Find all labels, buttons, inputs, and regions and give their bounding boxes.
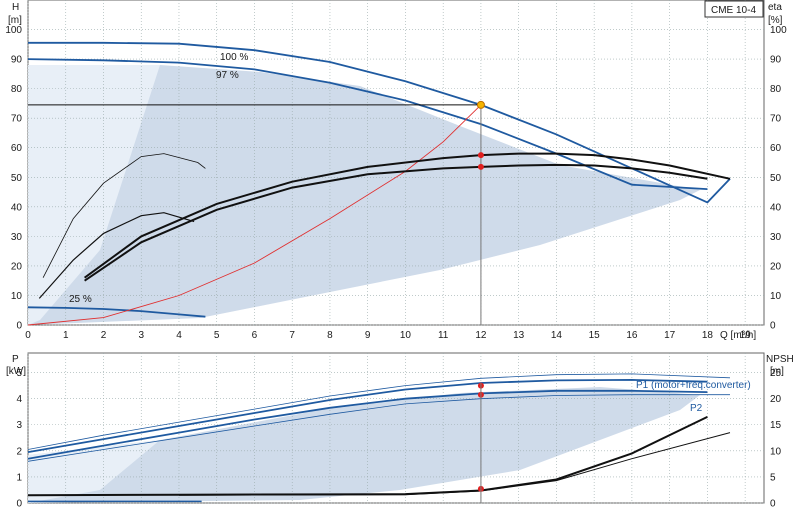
- p-ytick-left: 4: [16, 394, 22, 405]
- q-xtick: 14: [551, 330, 563, 341]
- power-range-area: [28, 387, 700, 503]
- power-series: [27, 373, 731, 503]
- q-xtick: 17: [664, 330, 676, 341]
- eta-ytick-right: 10: [770, 291, 782, 302]
- head-ytick-left: 40: [11, 202, 23, 213]
- legend-p2: P2: [690, 403, 703, 414]
- annotation-97-percent: 97 %: [216, 70, 239, 81]
- npsh-ytick-right: 0: [770, 499, 776, 510]
- q-xtick: 11: [438, 330, 449, 341]
- q-xtick: 16: [626, 330, 638, 341]
- eta-ytick-right: 100: [770, 25, 787, 36]
- operating-range-area: [28, 65, 700, 325]
- npsh-ytick-right: 5: [770, 472, 776, 483]
- annotation-25-percent: 25 %: [69, 294, 92, 305]
- power-grid: 0 1 2 3 4 5 0 5 10 15 20 25: [16, 353, 782, 510]
- p-ytick-left: 5: [16, 368, 22, 379]
- q-xtick: 19: [740, 330, 752, 341]
- npsh-ytick-right: 10: [770, 446, 782, 457]
- p-ytick-left: 2: [16, 446, 22, 457]
- q-xtick: 0: [25, 330, 31, 341]
- h-axis-label: H: [12, 2, 19, 13]
- q-xtick: 13: [513, 330, 525, 341]
- head-series-line-0: [28, 41, 731, 204]
- head-low-speed-line-0: [42, 153, 206, 278]
- h-axis-unit: [m]: [8, 15, 22, 26]
- power-envelope-line-1: [27, 394, 730, 462]
- npsh-ytick-right: 25: [770, 368, 782, 379]
- eta-ytick-right: 50: [770, 173, 782, 184]
- eta-ytick-right: 60: [770, 143, 782, 154]
- title-box-frame: [704, 0, 764, 18]
- eta-ytick-right: 40: [770, 202, 782, 213]
- head-series-line-2: [27, 306, 206, 318]
- eta-ytick-right: 80: [770, 84, 782, 95]
- duty-point-marker: [476, 100, 485, 109]
- head-ytick-left: 100: [5, 25, 22, 36]
- head-ytick-left: 80: [11, 84, 23, 95]
- npsh-thin-line: [178, 432, 731, 496]
- q-xtick: 18: [702, 330, 714, 341]
- head-low-speed-line-1: [38, 212, 195, 299]
- lower-speed-area: [28, 65, 160, 325]
- eta-ytick-right: 70: [770, 114, 782, 125]
- head-ytick-left: 20: [11, 261, 23, 272]
- head-ytick-left: 60: [11, 143, 23, 154]
- npsh-axis-label: NPSH: [766, 354, 794, 365]
- q-xtick: 10: [400, 330, 412, 341]
- head-series: [27, 41, 731, 326]
- q-xtick: 7: [289, 330, 295, 341]
- q-xtick: 8: [327, 330, 333, 341]
- npsh-axis-unit: [m]: [770, 366, 784, 377]
- q-xtick: 4: [176, 330, 182, 341]
- q-xtick: 9: [365, 330, 371, 341]
- q-xtick: 12: [475, 330, 487, 341]
- q-xtick: 2: [101, 330, 107, 341]
- q-xtick: 15: [589, 330, 601, 341]
- q-xtick: 3: [138, 330, 144, 341]
- head-ytick-left: 70: [11, 114, 23, 125]
- head-ytick-left: 10: [11, 291, 23, 302]
- npsh-ytick-right: 20: [770, 394, 782, 405]
- eta-axis-label: eta: [768, 2, 782, 13]
- p-ytick-left: 1: [16, 472, 22, 483]
- eta-ytick-right: 20: [770, 261, 782, 272]
- p-axis-unit: [kW]: [6, 366, 26, 377]
- eta-point-marker: [477, 152, 484, 159]
- q-xtick: 6: [252, 330, 258, 341]
- annotation-100-percent: 100 %: [220, 52, 248, 63]
- power-series-line-1: [27, 389, 708, 460]
- q-xtick: 1: [63, 330, 69, 341]
- head-ytick-left: 90: [11, 55, 23, 66]
- head-ytick-left: 30: [11, 232, 23, 243]
- eta-point-marker: [477, 163, 484, 170]
- power-series-line-0: [27, 378, 708, 453]
- eta-ytick-right: 90: [770, 55, 782, 66]
- head-ytick-left: 0: [16, 321, 22, 332]
- head-series-line-1: [27, 58, 708, 190]
- q-xtick: 5: [214, 330, 220, 341]
- p-axis-label: P: [12, 354, 19, 365]
- p-ytick-left: 3: [16, 420, 22, 431]
- npsh-ytick-right: 15: [770, 420, 782, 431]
- power-plot: 0 1 2 3 4 5 0 5 10 15 20 25 P [kW] NPSH [m] P1 (mot…: [6, 352, 794, 510]
- eta-axis-unit: [%]: [768, 15, 783, 26]
- head-series-line-3: [27, 104, 482, 326]
- legend-p1: P1 (motor+freq.converter): [636, 380, 751, 391]
- eta-ytick-right: 0: [770, 321, 776, 332]
- head-ytick-left: 50: [11, 173, 23, 184]
- chart-title: CME 10-4: [711, 5, 756, 16]
- eta-ytick-right: 30: [770, 232, 782, 243]
- p-ytick-left: 0: [16, 499, 22, 510]
- q-axis-label: Q [m³/h]: [720, 330, 756, 341]
- power-envelope-line-0: [27, 373, 731, 450]
